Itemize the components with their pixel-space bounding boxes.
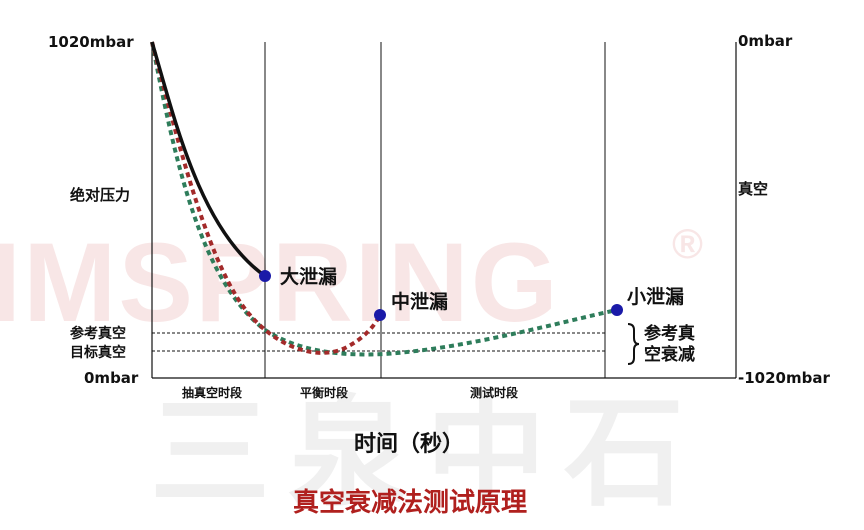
- phase-label-test: 测试时段: [470, 386, 519, 400]
- watermark-registered: ®: [672, 220, 703, 267]
- large-leak-dot: [259, 270, 271, 282]
- diagram-caption: 真空衰减法测试原理: [293, 488, 528, 518]
- phase-label-evacuation: 抽真空时段: [182, 386, 243, 400]
- small-leak-label: 小泄漏: [627, 286, 685, 308]
- phase-label-stabilization: 平衡时段: [300, 386, 349, 400]
- left-top-label: 1020mbar: [48, 33, 134, 51]
- medium-leak-dot: [374, 309, 386, 321]
- watermark-brand: IMSPRING: [0, 220, 560, 345]
- decay-label-line2: 空衰减: [644, 345, 695, 365]
- medium-leak-label: 中泄漏: [391, 291, 449, 313]
- brace-icon: [627, 323, 640, 365]
- decay-label-line1: 参考真: [644, 324, 695, 344]
- right-bottom-label: -1020mbar: [738, 369, 830, 387]
- right-axis-title: 真空: [738, 180, 769, 198]
- small-leak-curve: [150, 41, 618, 357]
- watermark-cn: 三泉中石: [150, 384, 702, 523]
- large-leak-curve: [150, 41, 267, 278]
- reference-vacuum-label: 参考真空: [70, 326, 126, 342]
- small-leak-dot: [611, 304, 623, 316]
- target-vacuum-label: 目标真空: [70, 345, 126, 361]
- right-top-label: 0mbar: [738, 32, 793, 50]
- x-axis-title: 时间（秒）: [354, 432, 465, 457]
- medium-leak-curve: [150, 41, 382, 355]
- left-axis-title: 绝对压力: [70, 186, 131, 204]
- left-bottom-label: 0mbar: [84, 369, 139, 387]
- large-leak-label: 大泄漏: [280, 266, 338, 288]
